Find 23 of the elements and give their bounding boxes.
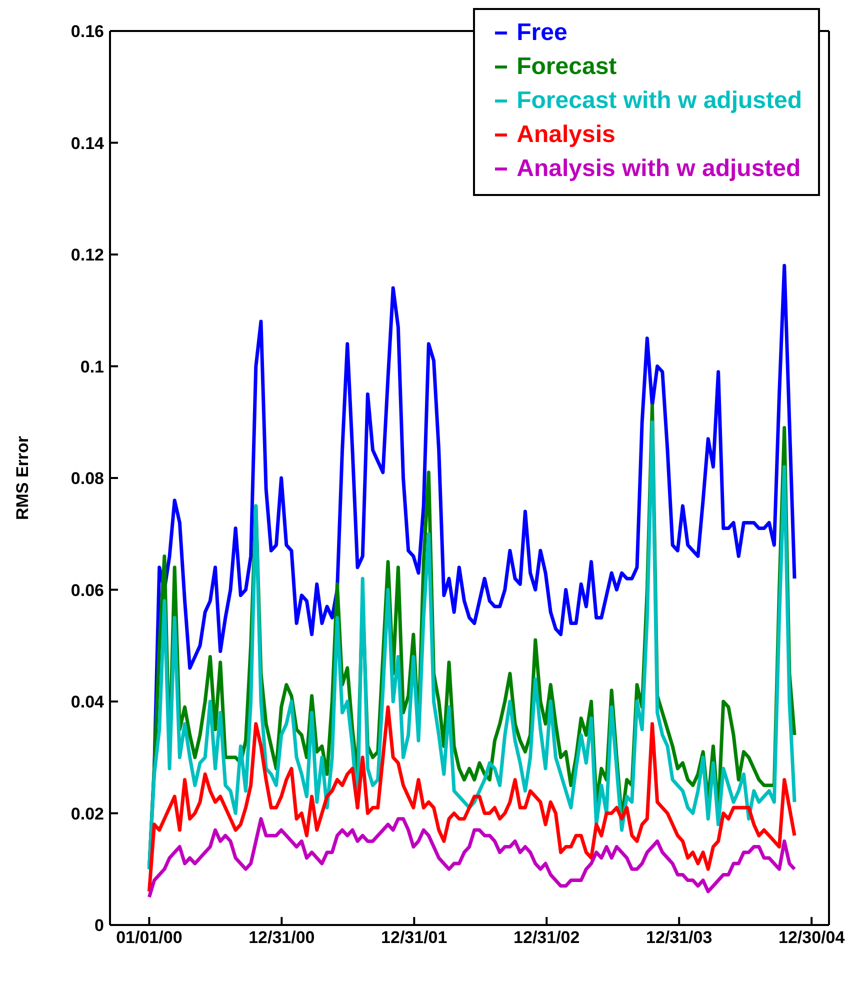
- line-series: [147, 817, 796, 899]
- y-tick-label: 0: [94, 916, 104, 936]
- y-tick-label: 0.02: [70, 804, 104, 824]
- y-tick-label: 0.16: [70, 22, 104, 42]
- y-axis-title: RMS Error: [13, 436, 32, 520]
- legend-label: Free: [516, 18, 568, 48]
- x-tick-label: 12/30/04: [778, 928, 846, 948]
- legend-label: Analysis with w adjusted: [516, 154, 801, 184]
- y-tick-label: 0.06: [70, 580, 104, 600]
- x-tick-label: 12/31/03: [646, 928, 712, 948]
- y-tick-label: 0.1: [80, 357, 104, 376]
- y-tick-label: 0.08: [70, 469, 104, 488]
- x-tick-label: 01/01/00: [116, 928, 182, 948]
- legend-label: Forecast with w adjusted: [516, 86, 802, 116]
- x-tick-label: 12/31/00: [248, 928, 315, 948]
- legend-label: Analysis: [516, 120, 616, 150]
- legend-label: Forecast: [516, 52, 617, 82]
- x-tick-label: 12/31/01: [381, 928, 448, 948]
- line-series: [147, 705, 796, 894]
- y-tick-label: 0.04: [70, 692, 105, 712]
- y-tick-label: 0.12: [70, 246, 104, 265]
- y-tick-label: 0.14: [70, 134, 105, 153]
- x-tick-label: 12/31/02: [514, 928, 580, 948]
